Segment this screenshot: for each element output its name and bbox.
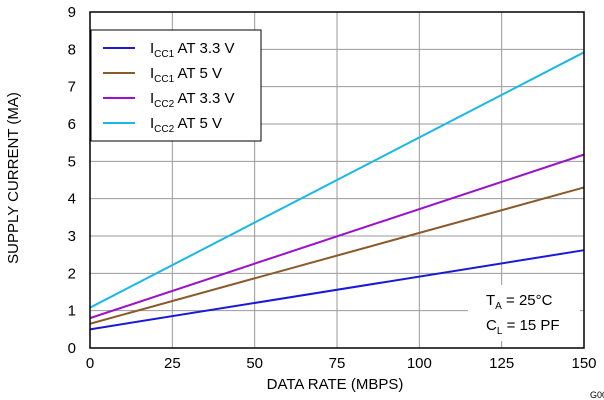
x-tick-label: 150 xyxy=(571,355,596,372)
x-tick-label: 125 xyxy=(489,355,514,372)
y-tick-label: 2 xyxy=(68,265,76,282)
y-tick-label: 1 xyxy=(68,303,76,320)
figure-id: G00 xyxy=(590,390,604,400)
x-axis-label: DATA RATE (MBPS) xyxy=(267,376,404,393)
y-tick-label: 7 xyxy=(68,79,76,96)
y-tick-labels: 0 1 2 3 4 5 6 7 8 9 xyxy=(68,4,76,357)
x-tick-label: 50 xyxy=(246,355,263,372)
x-tick-label: 75 xyxy=(329,355,346,372)
y-tick-label: 8 xyxy=(68,41,76,58)
x-tick-label: 100 xyxy=(407,355,432,372)
x-tick-labels: 0 25 50 75 100 125 150 xyxy=(86,355,597,372)
y-tick-label: 9 xyxy=(68,4,76,21)
y-tick-label: 6 xyxy=(68,116,76,133)
x-tick-label: 25 xyxy=(164,355,181,372)
y-tick-label: 5 xyxy=(68,153,76,170)
y-tick-label: 4 xyxy=(68,191,76,208)
conditions-annotation: TA = 25°CCL = 15 PF xyxy=(468,285,580,341)
x-tick-label: 0 xyxy=(86,355,94,372)
y-tick-label: 0 xyxy=(68,340,76,357)
y-axis-label: SUPPLY CURRENT (MA) xyxy=(5,92,22,264)
y-tick-label: 3 xyxy=(68,228,76,245)
